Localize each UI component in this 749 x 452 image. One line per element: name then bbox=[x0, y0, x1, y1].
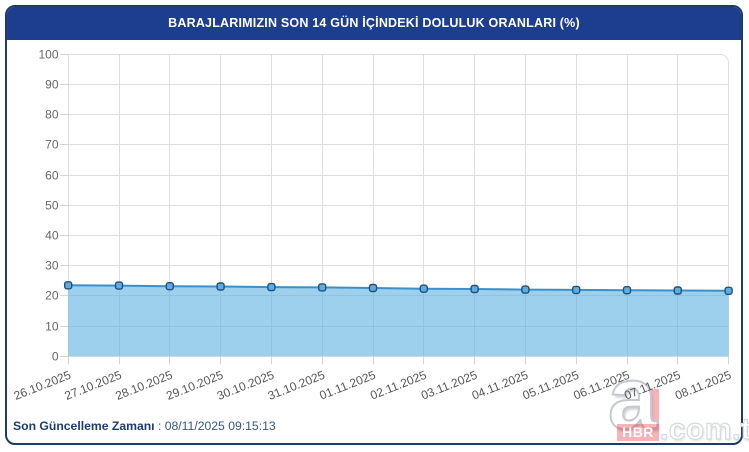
svg-text:30.10.2025: 30.10.2025 bbox=[215, 368, 276, 403]
svg-text:27.10.2025: 27.10.2025 bbox=[63, 368, 124, 403]
svg-text:03.11.2025: 03.11.2025 bbox=[419, 368, 479, 403]
svg-text:80: 80 bbox=[45, 108, 59, 122]
svg-text:02.11.2025: 02.11.2025 bbox=[368, 368, 428, 403]
svg-text:08.11.2025: 08.11.2025 bbox=[673, 368, 733, 403]
svg-text:20: 20 bbox=[45, 289, 59, 303]
svg-text:26.10.2025: 26.10.2025 bbox=[12, 368, 73, 403]
svg-text:50: 50 bbox=[45, 199, 59, 213]
svg-text:70: 70 bbox=[45, 138, 59, 152]
svg-text:100: 100 bbox=[38, 48, 58, 62]
svg-text:31.10.2025: 31.10.2025 bbox=[266, 368, 327, 403]
svg-text:30: 30 bbox=[45, 259, 59, 273]
svg-text:10: 10 bbox=[45, 320, 59, 334]
svg-text:06.11.2025: 06.11.2025 bbox=[571, 368, 631, 403]
svg-text:60: 60 bbox=[45, 169, 59, 183]
svg-text:04.11.2025: 04.11.2025 bbox=[470, 368, 530, 403]
svg-text:40: 40 bbox=[45, 229, 59, 243]
svg-text:0: 0 bbox=[52, 350, 59, 364]
svg-text:05.11.2025: 05.11.2025 bbox=[521, 368, 581, 403]
svg-text:90: 90 bbox=[45, 78, 59, 92]
svg-text:29.10.2025: 29.10.2025 bbox=[164, 368, 225, 403]
svg-text:07.11.2025: 07.11.2025 bbox=[622, 368, 682, 403]
svg-text:01.11.2025: 01.11.2025 bbox=[317, 368, 377, 403]
svg-text:28.10.2025: 28.10.2025 bbox=[113, 368, 174, 403]
